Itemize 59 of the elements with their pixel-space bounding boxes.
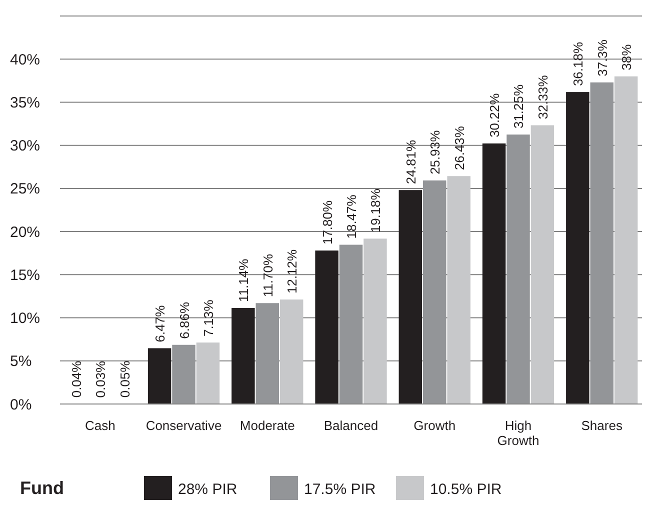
bar <box>364 238 387 404</box>
y-tick-label: 40% <box>10 51 40 68</box>
bar <box>506 134 530 404</box>
data-label: 12.12% <box>284 248 300 294</box>
bar <box>315 250 338 404</box>
y-tick-label: 30% <box>10 138 40 155</box>
bar <box>590 82 614 404</box>
y-tick-label: 25% <box>10 180 40 198</box>
x-tick-label: High Growth <box>497 418 540 448</box>
x-tick-label: Conservative <box>146 418 222 433</box>
legend-label: 28% PIR <box>178 481 238 498</box>
data-label: 11.14% <box>236 258 252 302</box>
y-tick-label: 5% <box>10 353 32 370</box>
data-label: 37.3% <box>594 39 610 76</box>
x-tick-label: Shares <box>581 418 623 433</box>
bar <box>232 308 255 404</box>
data-label: 0.05% <box>117 360 132 398</box>
y-tick-label: 35% <box>10 94 40 112</box>
data-label: 18.47% <box>344 194 359 239</box>
bar <box>172 344 196 404</box>
y-tick-label: 10% <box>10 310 40 328</box>
bar <box>566 92 590 404</box>
legend-title: Fund <box>20 478 64 498</box>
data-label: 36.18% <box>570 42 586 86</box>
bar <box>148 348 172 404</box>
y-tick-label: 20% <box>10 224 40 241</box>
data-label: 6.47% <box>152 304 168 342</box>
data-label: 31.25% <box>511 84 526 129</box>
data-label: 32.33% <box>535 74 550 120</box>
y-tick-label: 0% <box>10 396 32 414</box>
data-label: 0.03% <box>93 360 108 398</box>
data-label: 25.93% <box>428 130 443 174</box>
data-label: 7.13% <box>200 299 216 337</box>
data-label: 38% <box>619 44 634 70</box>
x-tick-label: Cash <box>84 418 116 433</box>
bar <box>398 190 422 404</box>
data-label: 24.81% <box>403 140 418 184</box>
data-label: 17.80% <box>320 200 335 245</box>
x-tick-label: Growth <box>414 418 456 433</box>
legend-label: 17.5% PIR <box>304 481 376 498</box>
bar <box>423 180 446 404</box>
y-tick-label: 15% <box>10 266 40 284</box>
bar <box>447 176 470 404</box>
data-label: 0.04% <box>68 360 84 398</box>
data-label: 26.43% <box>452 126 467 170</box>
x-tick-label: Moderate <box>240 418 295 433</box>
bar <box>339 244 363 404</box>
bar <box>196 342 220 404</box>
data-label: 30.22% <box>487 92 502 138</box>
bar <box>256 303 279 404</box>
legend-label: 10.5% PIR <box>430 481 502 498</box>
data-label: 11.70% <box>260 254 276 298</box>
bar <box>280 300 304 404</box>
bar <box>530 125 554 404</box>
data-label: 19.18% <box>368 188 384 233</box>
data-label: 6.86% <box>176 302 192 339</box>
bar <box>614 76 638 404</box>
bar <box>482 143 506 404</box>
x-tick-label: Balanced <box>324 418 378 433</box>
